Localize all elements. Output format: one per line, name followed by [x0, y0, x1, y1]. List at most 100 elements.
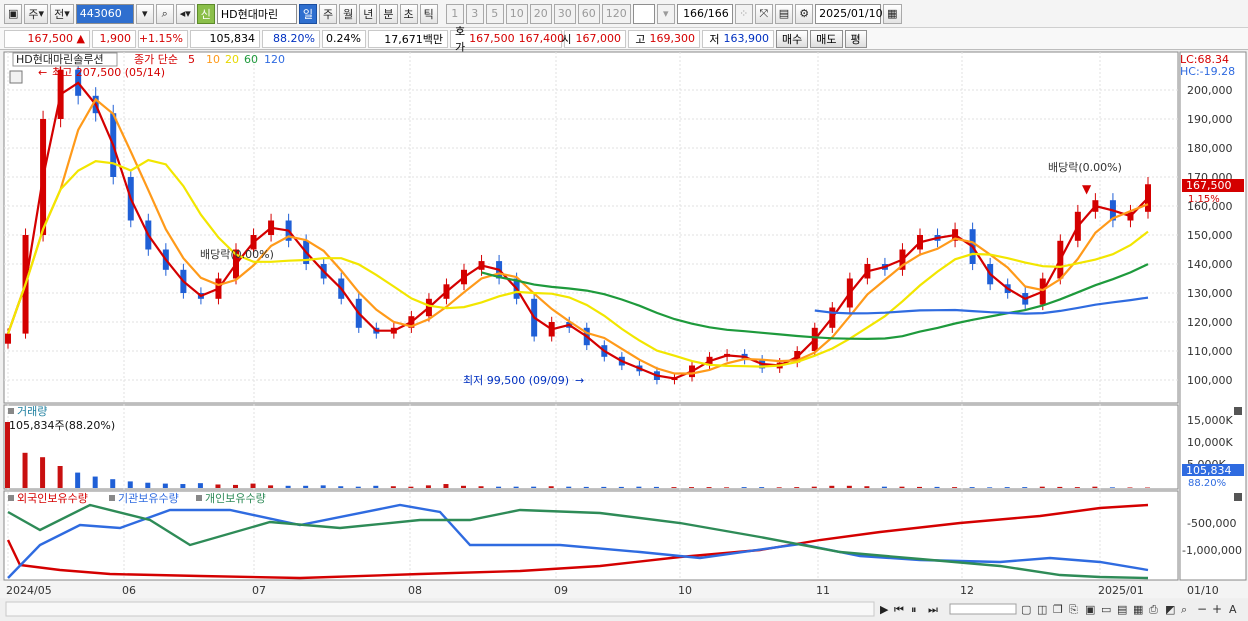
volume-bar: [513, 486, 519, 488]
volume-bar: [75, 472, 81, 488]
pause-icon[interactable]: ⏸: [911, 603, 917, 616]
volume-tick-15000k: 15,000K: [1187, 414, 1233, 427]
volume-bar: [127, 481, 133, 488]
font-size-icon[interactable]: A: [1229, 603, 1237, 616]
volume-bar: [952, 487, 958, 488]
chart-window-icon[interactable]: ▣: [4, 3, 23, 24]
link-icon[interactable]: ⁘: [734, 3, 753, 24]
interval-10-button[interactable]: 10: [505, 3, 528, 24]
code-dropdown-icon[interactable]: ▾: [135, 3, 154, 24]
period-week-button[interactable]: 주: [319, 3, 338, 24]
volume-bar: [794, 487, 800, 488]
volume-bar: [408, 486, 414, 488]
period-month-button[interactable]: 월: [339, 3, 358, 24]
layout-icon[interactable]: ▢: [1021, 603, 1031, 616]
horizontal-scrollbar[interactable]: [5, 601, 875, 617]
magnifier-icon[interactable]: ⌕: [1181, 603, 1187, 616]
search-icon[interactable]: ⌕: [155, 3, 174, 24]
volume-bar: [899, 486, 905, 488]
market-select[interactable]: 주 ▾: [24, 3, 49, 24]
interval-30-button[interactable]: 30: [553, 3, 576, 24]
volume-bar: [776, 487, 782, 488]
volume-bar: [478, 486, 484, 488]
interval-60-button[interactable]: 60: [577, 3, 600, 24]
panel-menu-icon[interactable]: [9, 70, 23, 84]
date-input[interactable]: 2025/01/10: [815, 3, 883, 24]
last-page-icon[interactable]: ⏭: [928, 603, 938, 616]
ma-60-label: 60: [244, 53, 258, 66]
moving-average-line: [6, 158, 1149, 368]
window-icon[interactable]: ▣: [1085, 603, 1095, 616]
grid-icon[interactable]: ▦: [1133, 603, 1143, 616]
volume-bar: [233, 484, 238, 488]
low-value: 163,900: [723, 32, 770, 45]
volume-bar: [40, 457, 46, 488]
volume-bar: [373, 485, 379, 488]
copy-icon[interactable]: ❐: [1053, 603, 1063, 616]
x-tick-label: 08: [408, 584, 422, 597]
period-day-button[interactable]: 일: [298, 3, 318, 24]
save-icon[interactable]: ▤: [774, 3, 794, 24]
period-year-button[interactable]: 년: [359, 3, 378, 24]
stock-chart[interactable]: HD현대마린솔루션 종가 단순 5 10 20 60 120 ← 최고 207,…: [0, 50, 1248, 621]
volume-panel[interactable]: [3, 404, 1179, 490]
count-display: 166: [683, 7, 705, 20]
holdings-close-icon[interactable]: [1234, 493, 1242, 501]
interval-20-button[interactable]: 20: [529, 3, 552, 24]
stock-title-box: [12, 52, 118, 67]
current-price-tag-text: 167,500: [1186, 179, 1232, 192]
volume-close-icon[interactable]: [1234, 407, 1242, 415]
period-tick-button[interactable]: 틱: [419, 3, 438, 24]
volume-bar: [355, 486, 361, 488]
evaluate-button[interactable]: 평: [844, 29, 867, 48]
interval-3-button[interactable]: 3: [465, 3, 484, 24]
stock-code-input[interactable]: 443060: [75, 3, 134, 24]
calendar-icon[interactable]: ▦: [883, 3, 902, 24]
interval-1-button[interactable]: 1: [445, 3, 464, 24]
volume-bar: [1039, 486, 1045, 488]
interval-5-button[interactable]: 5: [485, 3, 504, 24]
scroll-right-icon[interactable]: ▶: [880, 603, 889, 616]
split-icon[interactable]: ◫: [1037, 603, 1047, 616]
change-percent: +1.15%: [138, 29, 188, 48]
open-cell: 시 167,000: [561, 29, 626, 48]
price-tick-label: 190,000: [1187, 113, 1233, 126]
high-value: 169,300: [649, 32, 696, 45]
price-panel[interactable]: [3, 51, 1179, 404]
period-minute-button[interactable]: 분: [379, 3, 398, 24]
dividend-note-2: 배당락(0.00%): [1048, 161, 1122, 174]
y-axis-column: [1179, 51, 1247, 581]
high-annotation-arrow: ←: [38, 66, 47, 79]
zoom-in-icon[interactable]: +: [1212, 602, 1222, 616]
minimize-icon[interactable]: ▭: [1101, 603, 1111, 616]
print-icon[interactable]: ⎙: [1149, 603, 1158, 616]
count-field[interactable]: 166/166: [676, 3, 733, 24]
volume-bar: [250, 483, 256, 488]
open-label: 시: [561, 32, 572, 46]
interval-120-button[interactable]: 120: [601, 3, 631, 24]
volume-bar: [601, 486, 607, 488]
zoom-out-icon[interactable]: −: [1197, 602, 1207, 616]
low-cell: 저 163,900: [702, 29, 774, 48]
image-icon[interactable]: ◩: [1165, 603, 1175, 616]
moving-average-line: [481, 263, 1149, 341]
custom-interval-input[interactable]: [632, 3, 655, 24]
sell-button[interactable]: 매도: [810, 29, 843, 48]
volume-current-tag: [1182, 464, 1244, 476]
foreign-holdings-label: 외국인보유수량: [17, 492, 88, 505]
volume-bar: [706, 487, 712, 488]
crosshair-icon[interactable]: ⤧: [754, 3, 773, 24]
gear-icon[interactable]: ⚙: [795, 3, 814, 24]
first-page-icon[interactable]: ⏮: [894, 603, 904, 616]
period-second-button[interactable]: 초: [399, 3, 418, 24]
change-value: 1,900: [92, 29, 136, 48]
export-icon[interactable]: ⎘: [1069, 603, 1078, 616]
stock-name-field[interactable]: HD현대마린: [216, 3, 297, 24]
stock-title: HD현대마린솔루션: [16, 53, 104, 66]
panel-icon[interactable]: ▤: [1117, 603, 1127, 616]
interval-dropdown-icon[interactable]: ▾: [656, 3, 675, 24]
zoom-slider[interactable]: [949, 603, 1017, 615]
buy-button[interactable]: 매수: [776, 29, 809, 48]
prev-select[interactable]: 전 ▾: [50, 3, 74, 24]
speaker-icon[interactable]: ◂▾: [175, 3, 195, 24]
